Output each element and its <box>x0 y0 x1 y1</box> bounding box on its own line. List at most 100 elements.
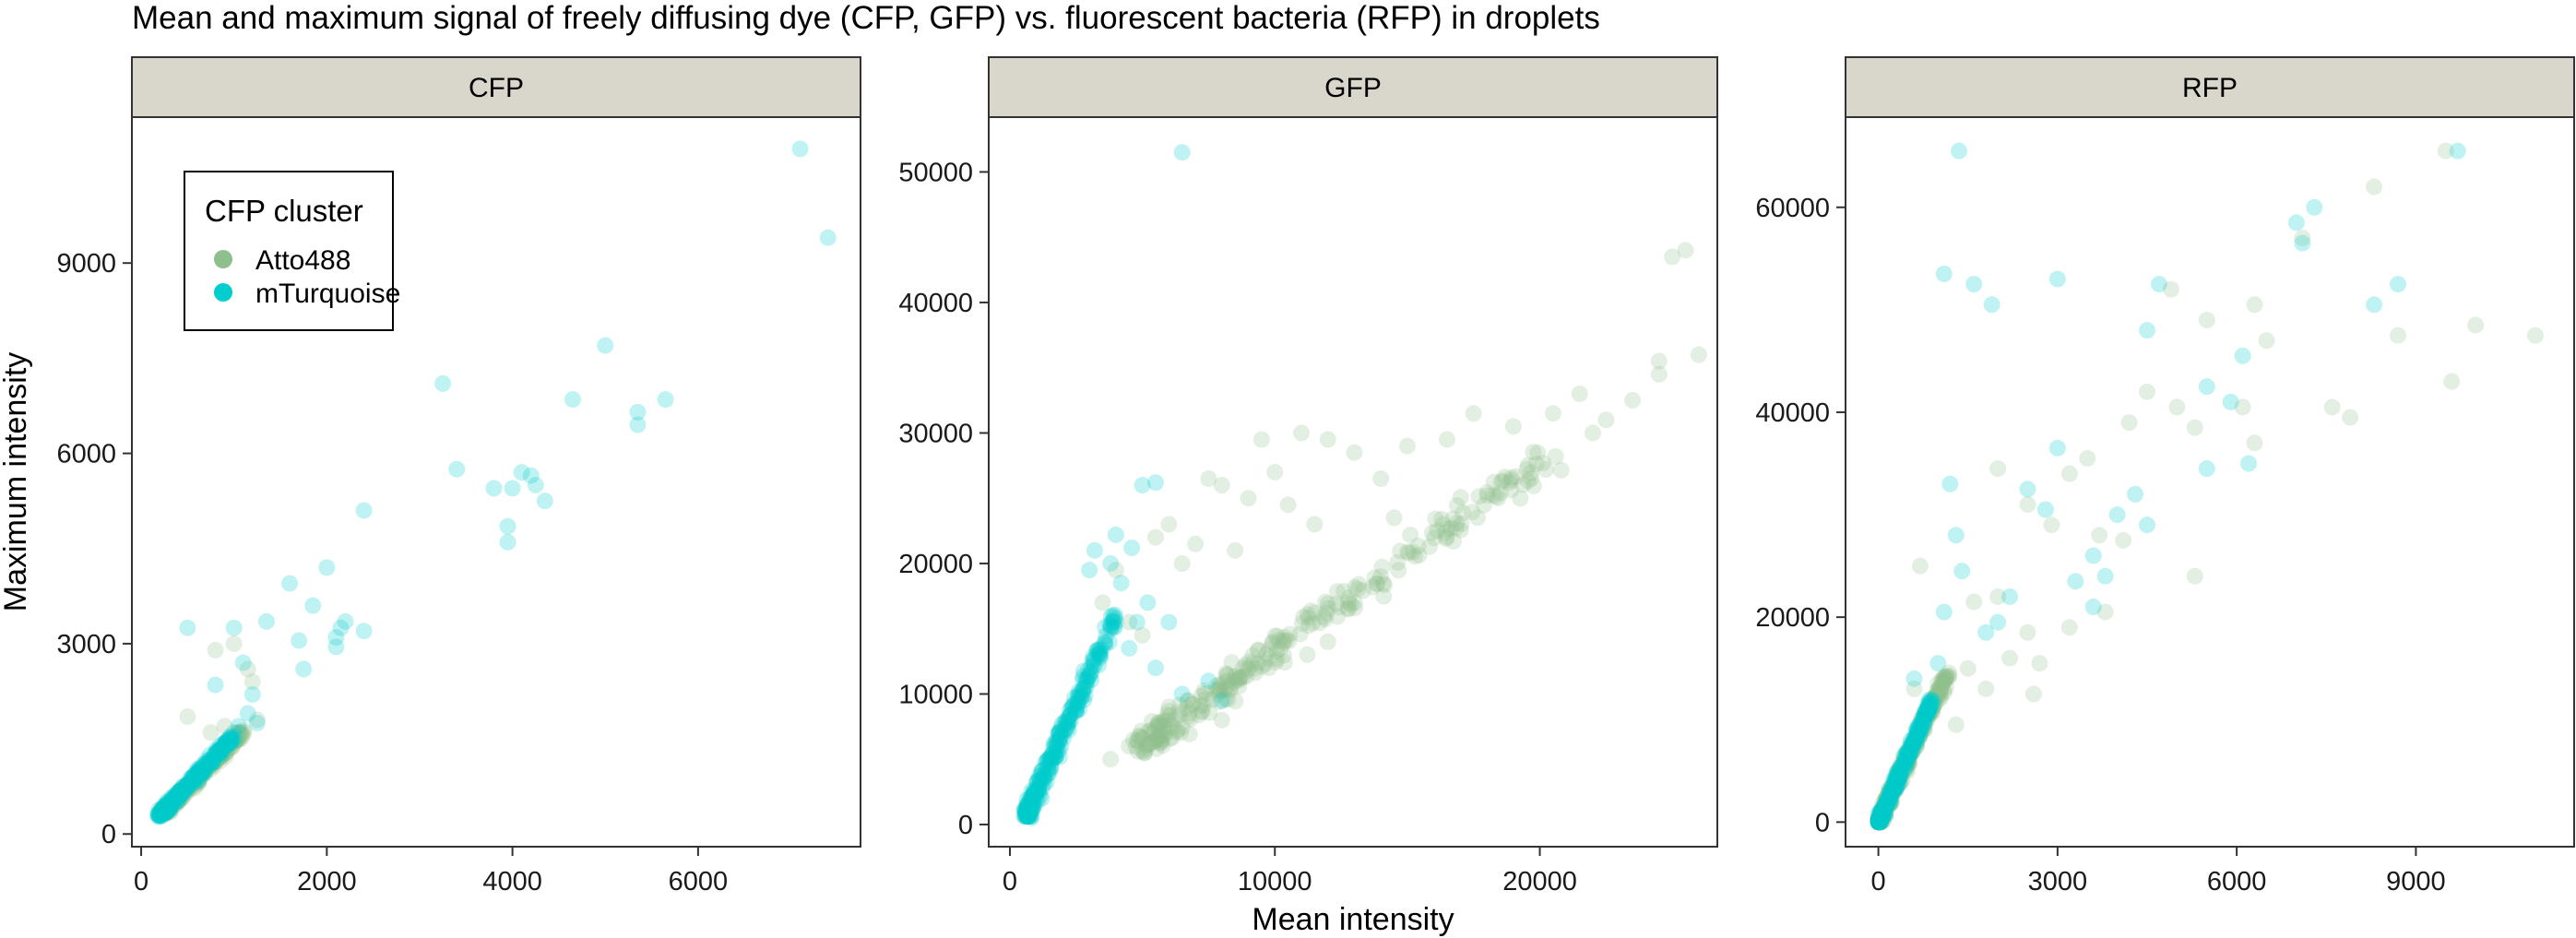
point-mturquoise <box>1907 720 1925 738</box>
x-tick-label: 20000 <box>1502 867 1577 896</box>
point-atto488 <box>1183 695 1201 713</box>
point-mturquoise <box>1026 786 1043 803</box>
point-atto488 <box>1140 722 1157 740</box>
point-atto488 <box>1519 457 1537 474</box>
point-atto488 <box>1894 747 1912 765</box>
point-atto488 <box>1876 803 1893 821</box>
point-mturquoise <box>1896 756 1914 774</box>
point-mturquoise <box>184 770 201 788</box>
point-atto488 <box>1912 722 1929 740</box>
point-mturquoise <box>217 736 234 754</box>
point-mturquoise <box>291 632 308 649</box>
point-atto488 <box>1501 474 1518 492</box>
point-atto488 <box>1871 813 1889 830</box>
point-atto488 <box>1650 365 1668 383</box>
point-atto488 <box>2024 685 2042 703</box>
point-atto488 <box>1884 778 1902 796</box>
point-atto488 <box>1150 714 1168 731</box>
point-mturquoise <box>1870 812 1887 829</box>
point-atto488 <box>1252 431 1270 448</box>
point-atto488 <box>227 731 244 749</box>
point-atto488 <box>1136 743 1154 761</box>
point-atto488 <box>1924 692 1941 709</box>
point-mturquoise <box>1019 796 1037 813</box>
point-atto488 <box>225 730 243 748</box>
point-mturquoise <box>1062 712 1079 730</box>
point-atto488 <box>1935 670 1953 687</box>
point-mturquoise <box>195 763 212 780</box>
point-atto488 <box>1876 804 1893 822</box>
point-mturquoise <box>1917 702 1935 719</box>
point-atto488 <box>172 785 190 802</box>
point-mturquoise <box>1038 773 1055 790</box>
point-mturquoise <box>1909 724 1927 742</box>
point-atto488 <box>168 795 185 813</box>
point-atto488 <box>164 792 182 810</box>
point-mturquoise <box>1870 812 1887 829</box>
point-mturquoise <box>1882 784 1899 801</box>
point-mturquoise <box>1903 741 1920 758</box>
point-mturquoise <box>172 787 189 804</box>
point-atto488 <box>191 767 208 785</box>
point-atto488 <box>1881 790 1898 808</box>
point-mturquoise <box>1213 692 1230 709</box>
point-atto488 <box>1903 737 1920 754</box>
point-atto488 <box>1228 671 1245 688</box>
point-mturquoise <box>205 754 222 771</box>
point-atto488 <box>1931 682 1949 699</box>
legend-label-mturquoise: mTurquoise <box>255 279 400 309</box>
point-atto488 <box>172 784 189 801</box>
point-atto488 <box>1873 812 1891 829</box>
point-mturquoise <box>154 800 172 817</box>
point-atto488 <box>1930 681 1948 698</box>
point-atto488 <box>1141 735 1158 753</box>
point-mturquoise <box>1059 717 1076 734</box>
point-mturquoise <box>202 754 220 772</box>
point-mturquoise <box>1036 770 1053 788</box>
point-mturquoise <box>1052 719 1070 737</box>
point-mturquoise <box>1913 719 1930 737</box>
point-mturquoise <box>1020 801 1038 819</box>
point-mturquoise <box>1887 776 1905 793</box>
point-atto488 <box>178 779 196 797</box>
point-mturquoise <box>149 806 167 824</box>
point-atto488 <box>1896 755 1914 773</box>
point-atto488 <box>1873 811 1891 828</box>
point-atto488 <box>1650 352 1668 370</box>
point-mturquoise <box>1888 771 1905 789</box>
point-mturquoise <box>1897 744 1915 762</box>
point-mturquoise <box>1034 779 1051 797</box>
point-mturquoise <box>1080 667 1098 684</box>
point-atto488 <box>1930 680 1948 697</box>
point-atto488 <box>1193 703 1211 720</box>
point-atto488 <box>1919 701 1937 718</box>
point-atto488 <box>157 799 174 816</box>
point-mturquoise <box>1042 760 1060 778</box>
point-mturquoise <box>167 789 184 806</box>
point-mturquoise <box>1905 733 1923 751</box>
point-mturquoise <box>1881 790 1898 808</box>
point-atto488 <box>1155 727 1172 744</box>
point-mturquoise <box>1091 644 1109 661</box>
point-mturquoise <box>1889 772 1906 790</box>
point-mturquoise <box>2084 599 2102 616</box>
point-atto488 <box>178 784 196 801</box>
point-mturquoise <box>158 797 175 814</box>
point-mturquoise <box>205 751 222 768</box>
point-mturquoise <box>1910 722 1928 740</box>
point-mturquoise <box>2306 198 2323 216</box>
point-mturquoise <box>1872 801 1890 819</box>
point-atto488 <box>1908 738 1926 755</box>
point-atto488 <box>1931 683 1949 700</box>
point-mturquoise <box>1891 762 1908 779</box>
point-mturquoise <box>1024 788 1041 805</box>
point-mturquoise <box>1024 796 1041 813</box>
point-mturquoise <box>1056 713 1074 730</box>
point-mturquoise <box>185 771 203 789</box>
point-atto488 <box>1889 778 1906 796</box>
point-atto488 <box>1339 593 1357 611</box>
point-atto488 <box>1880 786 1897 803</box>
point-mturquoise <box>1146 474 1164 492</box>
point-mturquoise <box>1078 672 1096 690</box>
point-mturquoise <box>1905 730 1922 747</box>
